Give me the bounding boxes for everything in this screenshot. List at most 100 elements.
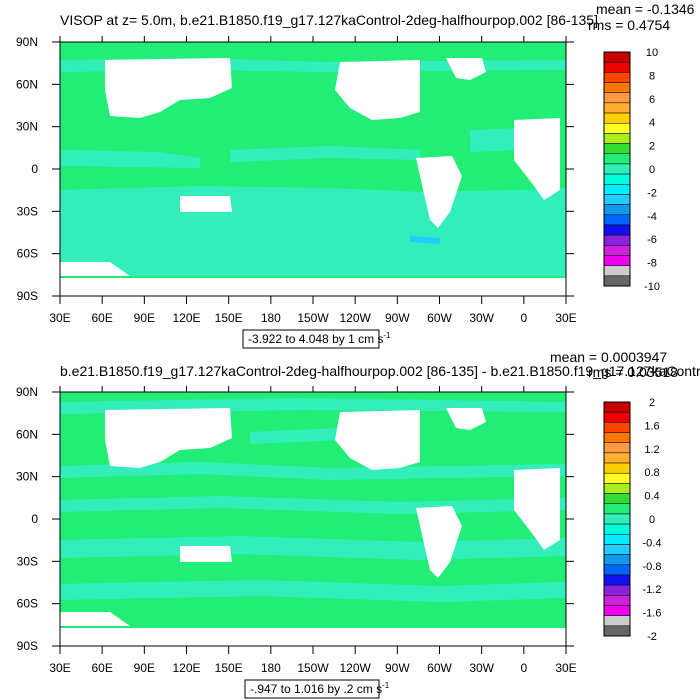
panel-2-y-tick-label: 30S (17, 554, 38, 568)
panel-2-mean: mean = 0.0003947 (550, 349, 667, 365)
panel-1-colorbar-swatch (603, 255, 631, 266)
panel-2-cyan-band-subpolar (60, 462, 566, 480)
panel-2-colorbar-swatch (603, 411, 631, 423)
panel-2-colorbar-swatch (603, 584, 631, 596)
panel-1-x-tick-label: 150W (297, 311, 329, 325)
panel-2-y-tick-label: 60S (17, 597, 38, 611)
panel-1-southern-cyan-band (60, 186, 566, 276)
panel-1-land-greenland (446, 58, 486, 80)
panel-2-colorbar-swatch (603, 574, 631, 586)
panel-2-x-tick-label: 90E (134, 661, 155, 675)
panel-1-colorbar-swatch (603, 275, 631, 287)
panel-1-x-tick-label: 120E (172, 311, 200, 325)
panel-1-colorbar-label: 8 (649, 70, 655, 82)
panel-1-colorbar-swatch (603, 133, 631, 144)
panel-2-colorbar-swatch (603, 513, 631, 525)
panel-2-colorbar-label: 0 (649, 514, 655, 526)
panel-2-land-australia (180, 546, 232, 562)
panel-1-y-tick-label: 30N (16, 120, 38, 134)
panel-1-x-tick-label: 90E (134, 311, 155, 325)
panel-2-x-tick-label: 180 (261, 661, 281, 675)
panel-1-title: VISOP at z= 5.0m, b.e21.B1850.f19_g17.12… (60, 12, 598, 28)
panel-2-colorbar-label: -2 (647, 631, 657, 643)
panel-2-range-text: -.947 to 1.016 by .2 cm s (250, 682, 382, 696)
panel-1-colorbar-swatch (603, 122, 631, 134)
panel-1-x-tick-label: 30E (49, 311, 70, 325)
panel-1-colorbar-swatch (603, 92, 631, 104)
panel-2-y-tick-label: 60N (16, 427, 38, 441)
panel-1-land-antarctica (60, 278, 566, 296)
panel-1-range-text: -3.922 to 4.048 by 1 cm s (248, 332, 383, 346)
panel-1-colorbar-swatch (603, 184, 631, 195)
panel-1-land-south-america (416, 156, 462, 228)
panel-2-x-tick-label: 30W (469, 661, 494, 675)
panel-1-colorbar: 10 8 6 4 2 0 -2 -4 -6 -8 -10 (603, 47, 660, 293)
panel-1-land-eurasia (105, 58, 232, 118)
panel-2-y-tick-label: 0 (31, 512, 38, 526)
panel-2: b.e21.B1850.f19_g17.127kaControl-2deg-ha… (16, 349, 700, 699)
panel-2-colorbar-swatch (603, 472, 631, 484)
panel-2-colorbar-label: 2 (649, 397, 655, 409)
panel-2-colorbar-swatch (603, 452, 631, 464)
panel-2-colorbar-frame (603, 401, 631, 637)
panel-2-colorbar-swatch (603, 564, 631, 576)
panel-1-colorbar-label: 6 (649, 94, 655, 106)
panel-2-range-label: -.947 to 1.016 by .2 cm s-1 (250, 681, 390, 696)
panel-2-colorbar-swatch (603, 432, 631, 443)
panel-2-map (60, 392, 566, 646)
panel-2-colorbar-swatch (603, 615, 631, 627)
panel-1-colorbar-swatch (603, 51, 631, 63)
panel-2-colorbar-swatch (603, 523, 631, 535)
panel-1-tropical-cyan-band (230, 146, 420, 162)
panel-1-colorbar-swatch (603, 153, 631, 165)
panel-1-colorbar-swatch (603, 61, 631, 73)
panel-1-colorbar-swatch (603, 234, 631, 246)
panel-1-x-tick-label: 120W (339, 311, 371, 325)
panel-2-colorbar-label: -1.6 (643, 608, 662, 620)
panel-2-y-tick-label: 90S (17, 639, 38, 653)
panel-1-colorbar-swatch (603, 143, 631, 154)
panel-2-x-tick-label: 90W (385, 661, 410, 675)
panel-1-colorbar-swatch (603, 245, 631, 256)
panel-1-colorbar-label: -10 (644, 281, 660, 293)
panel-1-colorbar-swatch (603, 224, 631, 236)
panel-2-colorbar-swatch (603, 483, 631, 494)
panel-1-y-tick-label: 60N (16, 77, 38, 91)
panel-1-y-tick-label: 90N (16, 35, 38, 49)
panel-1-map (60, 42, 566, 296)
panel-2-colorbar-label: -1.2 (643, 584, 662, 596)
panel-2-colorbar-label: -0.8 (643, 561, 662, 573)
panel-1-colorbar-label: -2 (647, 187, 657, 199)
panel-2-rms: rms = 0.03518 (588, 364, 678, 380)
panel-1-colorbar-label: -6 (647, 234, 657, 246)
panel-2-land-antarctic-edge (60, 612, 130, 626)
panel-1-x-tick-label: 150E (215, 311, 243, 325)
panel-1-y-tick-label: 60S (17, 247, 38, 261)
panel-1-colorbar-swatch (603, 194, 631, 205)
panel-1: VISOP at z= 5.0m, b.e21.B1850.f19_g17.12… (16, 1, 695, 349)
panel-1-colorbar-frame (603, 51, 631, 287)
panel-2-colorbar-swatch (603, 534, 631, 545)
panel-2-land-south-america (416, 506, 462, 578)
panel-2-range-exponent: -1 (382, 681, 390, 690)
panel-2-colorbar-swatch (603, 462, 631, 474)
panel-1-colorbar-swatch (603, 112, 631, 124)
panel-1-x-tick-label: 0 (520, 311, 527, 325)
panel-2-y-tick-label: 30N (16, 470, 38, 484)
panel-1-colorbar-swatch (603, 102, 631, 114)
panel-1-x-tick-label: 30W (469, 311, 494, 325)
panel-2-cyan-patch-pacific (250, 428, 340, 444)
panel-1-colorbar-label: 10 (646, 47, 658, 59)
panel-2-colorbar-swatch (603, 422, 631, 433)
panel-2-colorbar-swatch (603, 554, 631, 566)
panel-1-colorbar-label: -4 (647, 211, 657, 223)
panel-1-south-blue-streak (410, 236, 440, 244)
panel-1-colorbar-swatch (603, 265, 631, 277)
panel-1-x-tick-label: 30E (555, 311, 576, 325)
panel-2-colorbar-label: 1.2 (644, 444, 659, 456)
panel-1-x-tick-label: 90W (385, 311, 410, 325)
panel-2-y-axis: 90N 60N 30N 0 30S 60S 90S (16, 385, 574, 653)
panel-2-colorbar-label: 0.8 (644, 467, 659, 479)
panel-2-x-tick-label: 60W (427, 661, 452, 675)
panel-2-land-north-america (335, 410, 420, 470)
